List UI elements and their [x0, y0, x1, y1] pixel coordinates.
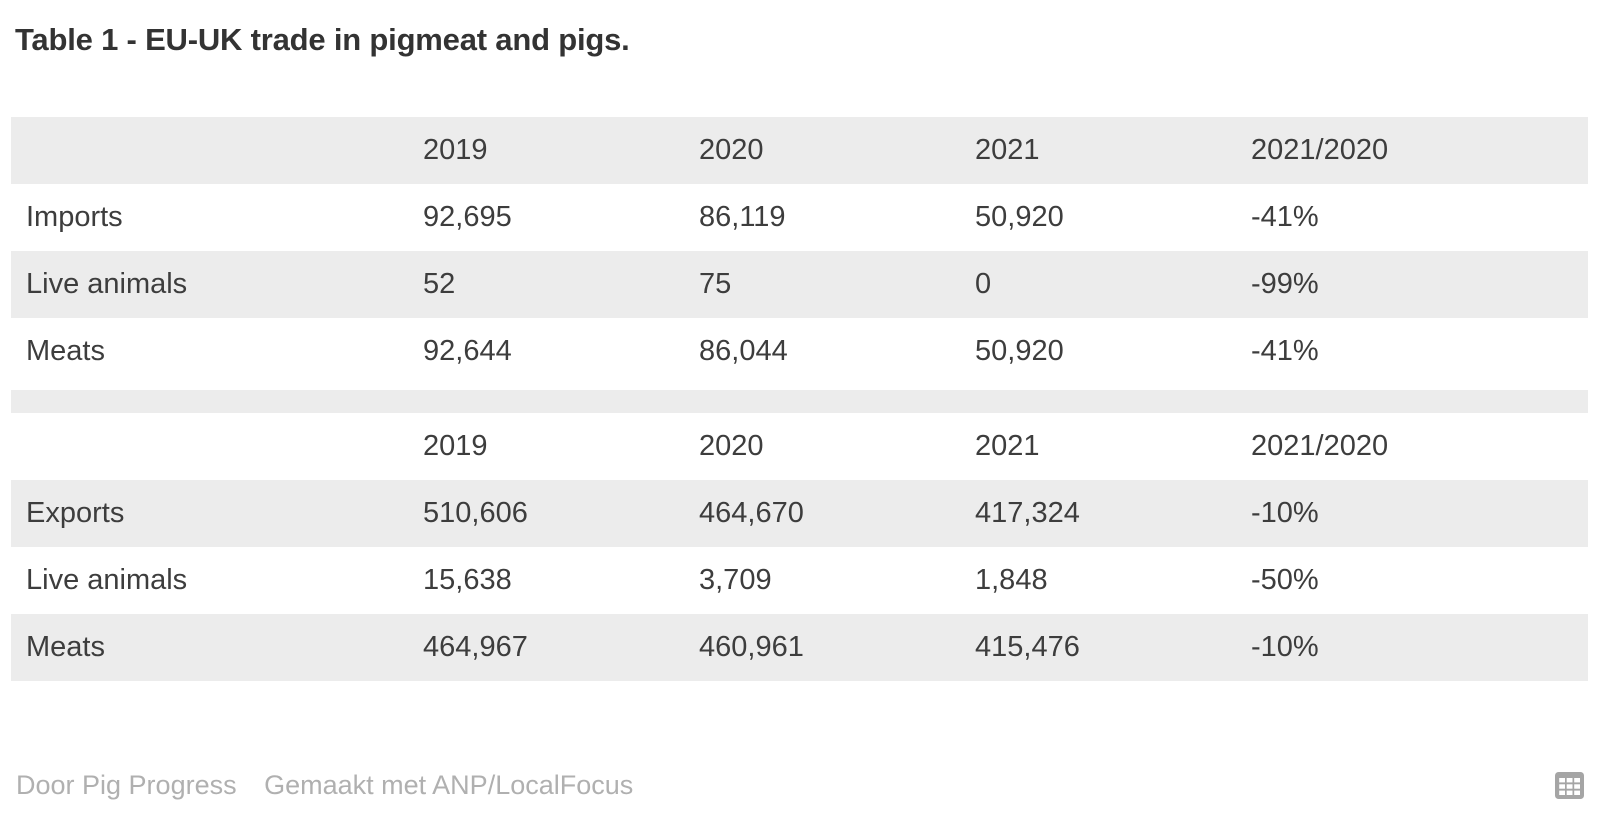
cell-value: 52 — [423, 268, 456, 300]
cell-value: -41% — [1251, 201, 1319, 233]
cell-value: 15,638 — [423, 564, 512, 596]
header-cell-2021-2020: 2021/2020 — [1251, 134, 1389, 166]
cell-value: 0 — [975, 268, 992, 300]
cell-value: 464,967 — [423, 631, 528, 663]
section-divider-bar — [11, 390, 1588, 413]
cell-value: 86,119 — [699, 201, 786, 233]
table-row-live-animals-imports: Live animals 52 75 0 -99% — [11, 251, 1588, 318]
data-table: 2019 2020 2021 2021/2020 Imports 92,695 … — [11, 117, 1588, 681]
cell-value: 464,670 — [699, 497, 804, 529]
cell-value: 1,848 — [975, 564, 1048, 596]
table-row-meats-imports: Meats 92,644 86,044 50,920 -41% — [11, 318, 1588, 385]
row-label: Meats — [26, 631, 105, 663]
table-header-row-exports: 2019 2020 2021 2021/2020 — [11, 413, 1588, 480]
row-label: Imports — [26, 201, 123, 233]
row-label: Meats — [26, 335, 105, 367]
row-label: Live animals — [26, 564, 188, 596]
table-row-meats-exports: Meats 464,967 460,961 415,476 -10% — [11, 614, 1588, 681]
cell-value: 510,606 — [423, 497, 528, 529]
header-cell-2021: 2021 — [975, 134, 1040, 166]
cell-value: 92,644 — [423, 335, 512, 367]
cell-value: -99% — [1251, 268, 1319, 300]
table-grid-icon[interactable] — [1555, 772, 1584, 799]
row-label: Live animals — [26, 268, 188, 300]
header-cell-2019: 2019 — [423, 430, 488, 462]
table-row-exports: Exports 510,606 464,670 417,324 -10% — [11, 480, 1588, 547]
header-cell-2020: 2020 — [699, 134, 764, 166]
cell-value: -10% — [1251, 631, 1319, 663]
cell-value: 3,709 — [699, 564, 772, 596]
cell-value: -41% — [1251, 335, 1319, 367]
credit-tool: Gemaakt met ANP/LocalFocus — [264, 770, 634, 800]
cell-value: 86,044 — [699, 335, 788, 367]
footer-credits: Door Pig Progress Gemaakt met ANP/LocalF… — [16, 769, 633, 802]
cell-value: 460,961 — [699, 631, 804, 663]
table-row-imports: Imports 92,695 86,119 50,920 -41% — [11, 184, 1588, 251]
header-cell-2019: 2019 — [423, 134, 488, 166]
page-title: Table 1 - EU-UK trade in pigmeat and pig… — [15, 22, 630, 57]
cell-value: 417,324 — [975, 497, 1080, 529]
cell-value: 415,476 — [975, 631, 1080, 663]
credit-author: Door Pig Progress — [16, 770, 237, 800]
header-cell-2021: 2021 — [975, 430, 1040, 462]
table-row-live-animals-exports: Live animals 15,638 3,709 1,848 -50% — [11, 547, 1588, 614]
cell-value: 50,920 — [975, 201, 1064, 233]
cell-value: 50,920 — [975, 335, 1064, 367]
cell-value: 75 — [699, 268, 732, 300]
cell-value: -50% — [1251, 564, 1319, 596]
footer: Door Pig Progress Gemaakt met ANP/LocalF… — [16, 769, 1584, 802]
header-cell-2020: 2020 — [699, 430, 764, 462]
cell-value: 92,695 — [423, 201, 512, 233]
header-cell-2021-2020: 2021/2020 — [1251, 430, 1389, 462]
row-label: Exports — [26, 497, 125, 529]
table-header-row-imports: 2019 2020 2021 2021/2020 — [11, 117, 1588, 184]
cell-value: -10% — [1251, 497, 1319, 529]
